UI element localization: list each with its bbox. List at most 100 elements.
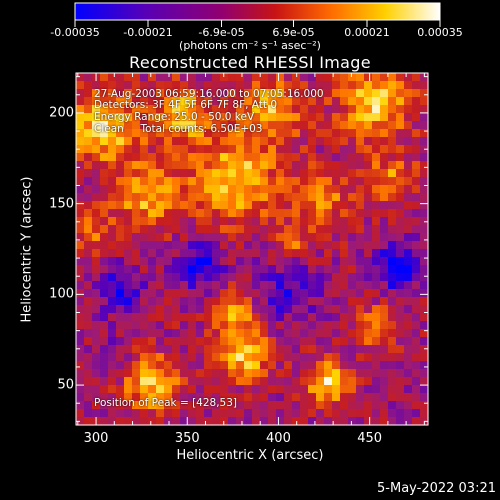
heatmap-cell xyxy=(172,305,181,314)
heatmap-cell xyxy=(84,417,93,426)
heatmap-cell xyxy=(204,417,213,426)
heatmap-cell xyxy=(364,369,373,378)
heatmap-cell xyxy=(148,393,157,402)
heatmap-cell xyxy=(388,297,397,306)
heatmap-cell xyxy=(388,201,397,210)
heatmap-cell xyxy=(372,185,381,194)
heatmap-cell xyxy=(252,401,261,410)
heatmap-cell xyxy=(308,297,317,306)
heatmap-cell xyxy=(420,113,429,122)
heatmap-cell xyxy=(132,105,141,114)
heatmap-cell xyxy=(108,313,117,322)
heatmap-cell xyxy=(116,329,125,338)
heatmap-cell xyxy=(420,297,429,306)
heatmap-cell xyxy=(332,369,341,378)
heatmap-cell xyxy=(364,153,373,162)
heatmap-cell xyxy=(356,353,365,362)
heatmap-cell xyxy=(220,321,229,330)
heatmap-cell xyxy=(132,121,141,130)
heatmap-cell xyxy=(340,193,349,202)
heatmap-cell xyxy=(180,393,189,402)
heatmap-cell xyxy=(188,281,197,290)
heatmap-cell xyxy=(380,353,389,362)
heatmap-cell xyxy=(276,113,285,122)
heatmap-cell xyxy=(412,241,421,250)
heatmap-cell xyxy=(332,81,341,90)
heatmap-cell xyxy=(132,329,141,338)
heatmap-cell xyxy=(276,393,285,402)
heatmap-cell xyxy=(284,345,293,354)
heatmap-cell xyxy=(396,113,405,122)
heatmap-cell xyxy=(140,361,149,370)
heatmap-cell xyxy=(196,409,205,418)
heatmap-cell xyxy=(284,289,293,298)
heatmap-cell xyxy=(188,401,197,410)
heatmap-cell xyxy=(84,73,93,82)
heatmap-cell xyxy=(140,273,149,282)
heatmap-cell xyxy=(220,337,229,346)
heatmap-cell xyxy=(364,201,373,210)
heatmap-cell xyxy=(124,233,133,242)
heatmap-cell xyxy=(348,241,357,250)
heatmap-cell xyxy=(180,329,189,338)
heatmap-cell xyxy=(180,337,189,346)
heatmap-cell xyxy=(276,233,285,242)
heatmap-cell xyxy=(92,265,101,274)
heatmap-cell xyxy=(212,385,221,394)
heatmap-cell xyxy=(324,313,333,322)
heatmap-cell xyxy=(92,353,101,362)
heatmap-cell xyxy=(84,113,93,122)
heatmap-cell xyxy=(372,169,381,178)
heatmap-cell xyxy=(220,361,229,370)
heatmap-cell xyxy=(340,321,349,330)
heatmap-cell xyxy=(132,161,141,170)
heatmap-cell xyxy=(396,369,405,378)
heatmap-cell xyxy=(132,177,141,186)
heatmap-cell xyxy=(148,321,157,330)
heatmap-cell xyxy=(164,369,173,378)
heatmap-cell xyxy=(244,417,253,426)
heatmap-cell xyxy=(84,153,93,162)
heatmap-cell xyxy=(140,385,149,394)
heatmap-cell xyxy=(100,305,109,314)
heatmap-cell xyxy=(284,97,293,106)
heatmap-cell xyxy=(260,73,269,82)
heatmap-cell xyxy=(244,313,253,322)
heatmap-cell xyxy=(132,281,141,290)
heatmap-cell xyxy=(100,209,109,218)
heatmap-cell xyxy=(308,265,317,274)
heatmap-cell xyxy=(140,377,149,386)
heatmap-cell xyxy=(292,353,301,362)
heatmap-cell xyxy=(196,129,205,138)
heatmap-cell xyxy=(236,113,245,122)
annotation-peak-position: Position of Peak = [428,53] xyxy=(94,397,238,409)
heatmap-cell xyxy=(268,353,277,362)
heatmap-cell xyxy=(412,393,421,402)
heatmap-cell xyxy=(276,137,285,146)
heatmap-cell xyxy=(100,369,109,378)
heatmap-cell xyxy=(116,81,125,90)
colorbar xyxy=(74,2,441,27)
heatmap-cell xyxy=(356,97,365,106)
heatmap-cell xyxy=(356,305,365,314)
heatmap-cell xyxy=(244,329,253,338)
heatmap-cell xyxy=(196,97,205,106)
heatmap-cell xyxy=(412,81,421,90)
heatmap-cell xyxy=(316,369,325,378)
heatmap-cell xyxy=(332,401,341,410)
heatmap-cell xyxy=(412,105,421,114)
heatmap-cell xyxy=(332,97,341,106)
heatmap-cell xyxy=(268,281,277,290)
heatmap-cell xyxy=(108,297,117,306)
heatmap-cell xyxy=(172,409,181,418)
heatmap-cell xyxy=(260,137,269,146)
heatmap-cell xyxy=(284,329,293,338)
heatmap-cell xyxy=(252,89,261,98)
heatmap-cell xyxy=(316,321,325,330)
heatmap-cell xyxy=(220,281,229,290)
heatmap-cell xyxy=(300,177,309,186)
heatmap-cell xyxy=(92,105,101,114)
heatmap-cell xyxy=(388,377,397,386)
heatmap-cell xyxy=(244,369,253,378)
heatmap-cell xyxy=(116,177,125,186)
